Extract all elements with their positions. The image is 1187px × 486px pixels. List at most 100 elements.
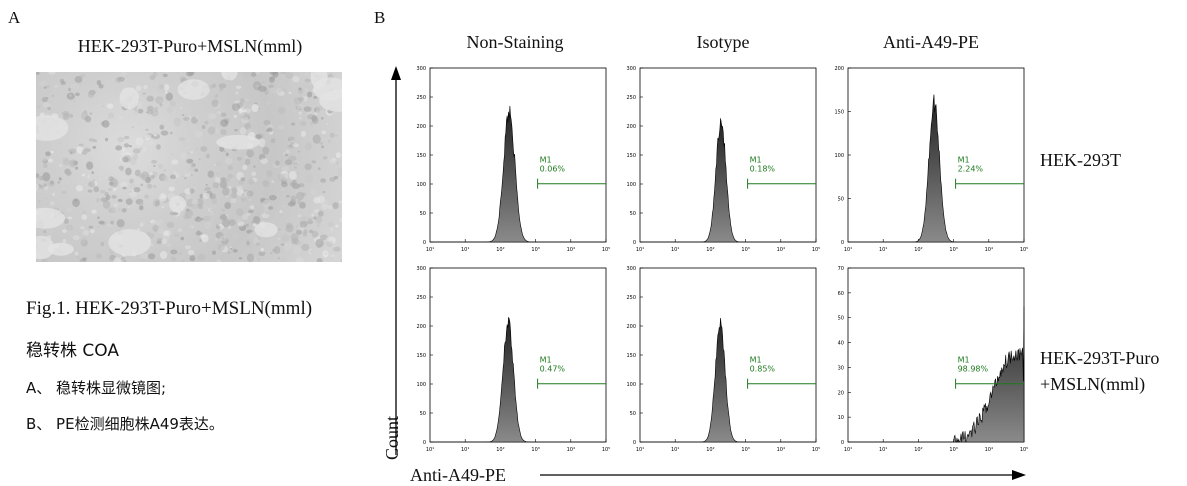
histogram-row1-isotype: 0 50 100 150 200 250 300 10¹ 10² 10³ 10⁴ 10⁵ 10¹ M10.…: [626, 66, 820, 253]
histogram-area: [640, 118, 816, 243]
gate-percent: 0.18%: [750, 165, 776, 174]
y-tick-label: 50: [838, 316, 844, 322]
panel-b-letter: B: [374, 8, 386, 27]
x-tick-label: 10³: [741, 247, 749, 253]
x-tick-label: 10¹: [671, 447, 679, 453]
y-tick-label: 300: [416, 266, 426, 272]
figure-caption-line1: Fig.1. HEK-293T-Puro+MSLN(mml): [26, 298, 313, 319]
gate-percent: 0.06%: [540, 165, 566, 174]
x-tick-label: 10²: [706, 247, 714, 253]
figure-caption-line2: 稳转株 COA: [26, 341, 119, 361]
x-tick-label: 10³: [741, 447, 749, 453]
y-tick-label: 100: [626, 182, 636, 188]
x-tick-label: 10³: [531, 447, 539, 453]
y-tick-label: 40: [838, 341, 844, 347]
histogram-row1-non-staining: 0 50 100 150 200 250 300 10¹ 10² 10³ 10⁴ 10⁵ 10¹ M10.…: [416, 66, 610, 253]
x-tick-label: 10¹: [844, 447, 852, 453]
x-tick-label: 10¹: [844, 247, 852, 253]
y-tick-label: 250: [416, 295, 426, 301]
y-tick-label: 300: [416, 66, 426, 72]
gate-percent: 0.85%: [750, 365, 776, 374]
y-tick-label: 60: [838, 291, 844, 297]
column-title-anti-a49-pe: Anti-A49-PE: [883, 32, 979, 52]
column-title-non-staining: Non-Staining: [466, 32, 564, 52]
y-tick-label: 0: [841, 240, 844, 246]
gate-label: M1: [750, 156, 762, 165]
y-tick-label: 250: [416, 95, 426, 101]
histogram-row2-anti-a49-pe: 0 10 20 30 40 50 60 70 10¹ 10² 10³ 10⁴ 10⁵ 10¹ M198.98…: [838, 266, 1029, 453]
x-tick-label: 10¹: [879, 447, 887, 453]
x-tick-label: 10¹: [426, 447, 434, 453]
x-tick-label: 10¹: [636, 447, 644, 453]
x-tick-label: 10²: [496, 247, 504, 253]
x-tick-label: 10¹: [426, 247, 434, 253]
y-tick-label: 200: [626, 124, 636, 130]
x-tick-label: 10³: [949, 247, 957, 253]
y-tick-label: 50: [420, 211, 426, 217]
y-tick-label: 0: [633, 240, 636, 246]
y-tick-label: 50: [420, 411, 426, 417]
gate-label: M1: [750, 356, 762, 365]
y-tick-label: 200: [416, 324, 426, 330]
x-tick-label: 10³: [531, 247, 539, 253]
x-tick-label: 10⁵: [1020, 247, 1028, 253]
y-tick-label: 20: [838, 390, 844, 396]
figure-caption-line4: B、 PE检测细胞株A49表达。: [26, 415, 224, 433]
y-tick-label: 150: [416, 153, 426, 159]
x-axis-label: Anti-A49-PE: [410, 465, 506, 485]
y-tick-label: 50: [630, 411, 636, 417]
y-tick-label: 200: [834, 66, 844, 72]
gate-label: M1: [540, 156, 552, 165]
x-tick-label: 10⁴: [777, 247, 785, 253]
row-label-hek293t: HEK-293T: [1040, 150, 1121, 170]
histogram-row2-isotype: 0 50 100 150 200 250 300 10¹ 10² 10³ 10⁴ 10⁵ 10¹ M10.…: [626, 266, 820, 453]
x-tick-label: 10¹: [636, 247, 644, 253]
histogram-row2-non-staining: 0 50 100 150 200 250 300 10¹ 10² 10³ 10⁴ 10⁵ 10¹ M10.…: [416, 266, 610, 453]
x-tick-label: 10⁴: [777, 447, 785, 453]
row-label-line2: +MSLN(mml): [1040, 374, 1146, 394]
panel-a-letter: A: [8, 8, 21, 27]
x-tick-label: 10¹: [461, 247, 469, 253]
gate-percent: 98.98%: [958, 365, 989, 374]
y-tick-label: 150: [626, 153, 636, 159]
y-tick-label: 0: [423, 240, 426, 246]
y-tick-label: 50: [630, 211, 636, 217]
y-tick-label: 250: [626, 95, 636, 101]
x-tick-label: 10²: [496, 447, 504, 453]
column-title-isotype: Isotype: [696, 32, 750, 52]
y-tick-label: 100: [626, 382, 636, 388]
x-tick-label: 10⁵: [602, 247, 610, 253]
y-tick-label: 10: [838, 415, 844, 421]
histogram-row1-anti-a49-pe: 0 50 100 150 200 10¹ 10² 10³ 10⁴ 10⁵ 10¹ M12.24%: [834, 66, 1028, 253]
gate-label: M1: [958, 156, 970, 165]
x-tick-label: 10³: [949, 447, 957, 453]
row-label-line1: HEK-293T-Puro: [1040, 348, 1160, 368]
microscope-image: [36, 72, 342, 262]
gate-label: M1: [958, 356, 970, 365]
histogram-area: [640, 318, 816, 443]
y-tick-label: 150: [626, 353, 636, 359]
y-tick-label: 150: [416, 353, 426, 359]
gate-percent: 0.47%: [540, 365, 566, 374]
x-tick-label: 10⁵: [812, 247, 820, 253]
x-tick-label: 10²: [706, 447, 714, 453]
figure-caption-line3: A、 稳转株显微镜图;: [26, 379, 167, 397]
x-tick-label: 10⁵: [602, 447, 610, 453]
histogram-area: [848, 306, 1025, 443]
y-tick-label: 0: [633, 440, 636, 446]
y-tick-label: 0: [423, 440, 426, 446]
y-tick-label: 300: [626, 266, 636, 272]
gate-label: M1: [540, 356, 552, 365]
x-tick-label: 10¹: [461, 447, 469, 453]
histogram-area: [430, 317, 606, 443]
x-tick-label: 10⁴: [985, 247, 993, 253]
x-tick-label: 10⁵: [812, 447, 820, 453]
y-tick-label: 100: [416, 382, 426, 388]
y-tick-label: 300: [626, 66, 636, 72]
y-tick-label: 50: [838, 197, 844, 203]
y-tick-label: 200: [416, 124, 426, 130]
x-tick-label: 10¹: [671, 247, 679, 253]
x-tick-label: 10⁴: [567, 247, 575, 253]
y-tick-label: 200: [626, 324, 636, 330]
